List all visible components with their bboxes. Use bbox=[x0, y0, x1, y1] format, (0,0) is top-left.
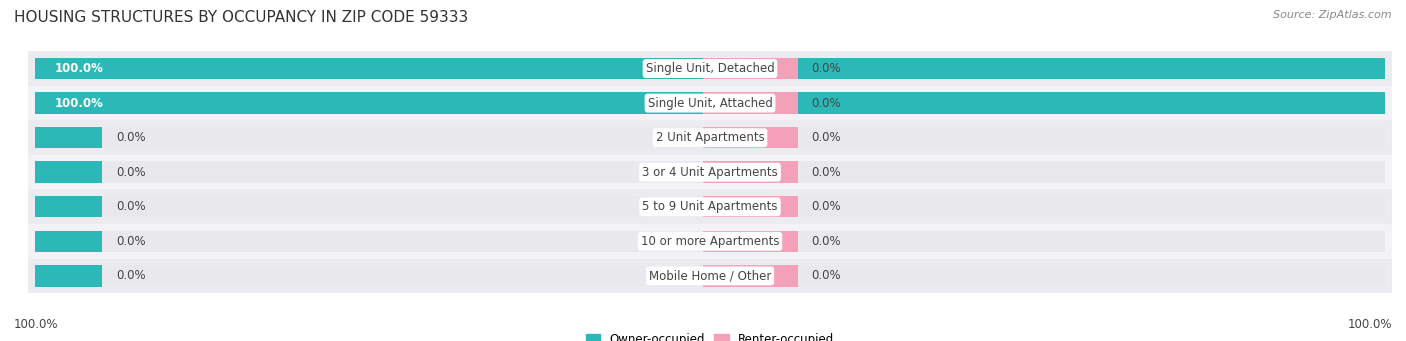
Text: 0.0%: 0.0% bbox=[115, 166, 145, 179]
Text: 0.0%: 0.0% bbox=[811, 166, 841, 179]
Bar bbox=[35, 127, 1385, 148]
Bar bbox=[35, 265, 103, 286]
Bar bbox=[703, 92, 797, 114]
Bar bbox=[28, 51, 1392, 86]
Bar bbox=[28, 258, 1392, 293]
Bar bbox=[35, 196, 1385, 218]
Bar bbox=[35, 58, 1385, 79]
Bar bbox=[35, 162, 103, 183]
Text: 0.0%: 0.0% bbox=[811, 235, 841, 248]
Bar bbox=[703, 162, 797, 183]
Text: 3 or 4 Unit Apartments: 3 or 4 Unit Apartments bbox=[643, 166, 778, 179]
Text: Single Unit, Attached: Single Unit, Attached bbox=[648, 97, 772, 109]
Text: 0.0%: 0.0% bbox=[115, 269, 145, 282]
Bar bbox=[28, 86, 1392, 120]
Bar bbox=[35, 196, 103, 218]
Text: 0.0%: 0.0% bbox=[115, 131, 145, 144]
Bar bbox=[28, 155, 1392, 190]
Text: 0.0%: 0.0% bbox=[811, 269, 841, 282]
Text: 0.0%: 0.0% bbox=[811, 131, 841, 144]
Bar bbox=[703, 58, 797, 79]
Text: Mobile Home / Other: Mobile Home / Other bbox=[648, 269, 772, 282]
Bar bbox=[35, 162, 1385, 183]
Bar bbox=[35, 231, 103, 252]
Bar bbox=[35, 127, 103, 148]
Text: 100.0%: 100.0% bbox=[55, 62, 104, 75]
Bar bbox=[703, 196, 797, 218]
Bar bbox=[703, 231, 797, 252]
Text: 0.0%: 0.0% bbox=[811, 97, 841, 109]
Bar bbox=[703, 127, 797, 148]
Bar bbox=[35, 231, 1385, 252]
Text: Source: ZipAtlas.com: Source: ZipAtlas.com bbox=[1274, 10, 1392, 20]
Bar bbox=[35, 92, 1385, 114]
Text: 2 Unit Apartments: 2 Unit Apartments bbox=[655, 131, 765, 144]
Text: 0.0%: 0.0% bbox=[811, 200, 841, 213]
Text: 10 or more Apartments: 10 or more Apartments bbox=[641, 235, 779, 248]
Bar bbox=[703, 265, 797, 286]
Text: HOUSING STRUCTURES BY OCCUPANCY IN ZIP CODE 59333: HOUSING STRUCTURES BY OCCUPANCY IN ZIP C… bbox=[14, 10, 468, 25]
Text: 100.0%: 100.0% bbox=[1347, 318, 1392, 331]
Bar bbox=[35, 58, 1385, 79]
Text: Single Unit, Detached: Single Unit, Detached bbox=[645, 62, 775, 75]
Text: 0.0%: 0.0% bbox=[811, 62, 841, 75]
Text: 5 to 9 Unit Apartments: 5 to 9 Unit Apartments bbox=[643, 200, 778, 213]
Bar bbox=[28, 120, 1392, 155]
Text: 0.0%: 0.0% bbox=[115, 235, 145, 248]
Text: 0.0%: 0.0% bbox=[115, 200, 145, 213]
Bar bbox=[28, 224, 1392, 258]
Text: 100.0%: 100.0% bbox=[55, 97, 104, 109]
Legend: Owner-occupied, Renter-occupied: Owner-occupied, Renter-occupied bbox=[581, 328, 839, 341]
Bar bbox=[35, 265, 1385, 286]
Bar bbox=[35, 92, 1385, 114]
Text: 100.0%: 100.0% bbox=[14, 318, 59, 331]
Bar bbox=[28, 190, 1392, 224]
